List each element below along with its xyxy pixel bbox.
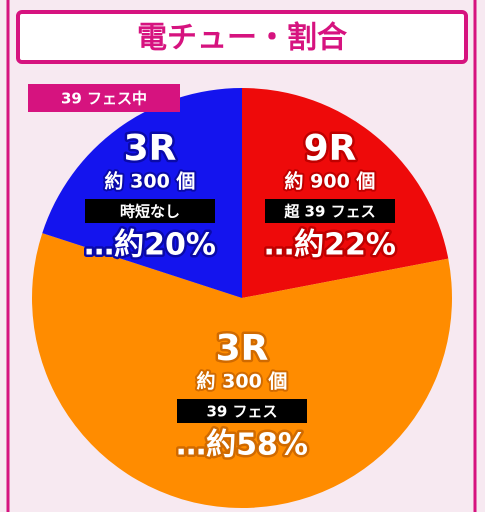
title-box bbox=[16, 10, 468, 64]
pie-slice bbox=[32, 233, 453, 508]
slice-mode-box bbox=[177, 399, 307, 423]
chart-title: 電チュー・割合 bbox=[137, 21, 347, 56]
pie-slice bbox=[242, 88, 449, 298]
slice-mode: 時短なし bbox=[120, 203, 180, 221]
slice-payout: 約 300 個 bbox=[197, 370, 288, 393]
badge: 39 フェス中 bbox=[61, 90, 147, 108]
slice-mode-box bbox=[85, 199, 215, 223]
slice-round: 3R bbox=[124, 128, 177, 169]
slice-round: 3R bbox=[216, 328, 269, 369]
slice-payout: 約 300 個 bbox=[105, 170, 196, 193]
slice-round: 9R bbox=[304, 128, 357, 169]
slice-payout: 約 900 個 bbox=[285, 170, 376, 193]
pie-slice bbox=[42, 88, 242, 298]
slice-mode: 39 フェス bbox=[206, 403, 277, 421]
slice-value-label: …約22% bbox=[264, 228, 396, 263]
pie bbox=[32, 88, 453, 508]
slice-mode: 超 39 フェス bbox=[283, 203, 375, 221]
badge-box bbox=[28, 84, 180, 112]
slice-mode-box bbox=[265, 199, 395, 223]
slice-value-label: …約58% bbox=[176, 428, 308, 463]
slice-value-label: …約20% bbox=[84, 228, 216, 263]
